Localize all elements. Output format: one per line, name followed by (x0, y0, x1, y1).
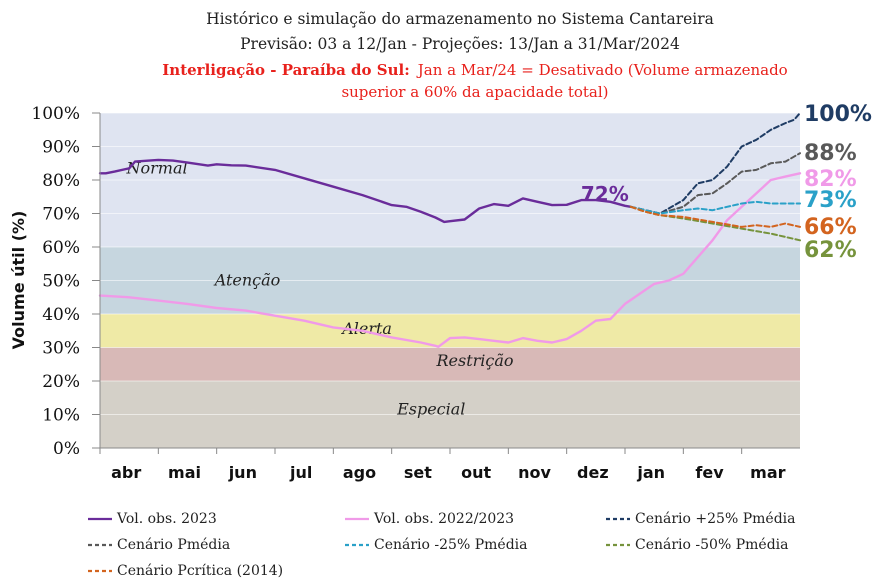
end-label-73%: 73% (804, 188, 857, 213)
annotation-label: 72% (581, 182, 629, 206)
end-label-62%: 62% (804, 238, 857, 263)
legend-label-2: Cenário +25% Pmédia (635, 511, 795, 527)
zone-band-2 (100, 314, 800, 348)
end-label-66%: 66% (804, 215, 857, 240)
y-tick-labels: 0% 10% 20% 30% 40% 50% 60% 70% 80% 90% 100% (31, 104, 100, 459)
annotations: 72% (581, 182, 629, 206)
legend-label-6: Cenário Pcrítica (2014) (117, 563, 283, 579)
y-tick-label: 40% (42, 305, 80, 325)
end-label-82%: 82% (804, 167, 857, 192)
y-tick-label: 100% (31, 104, 80, 124)
gridlines (100, 112, 800, 449)
x-tick-label: out (461, 463, 491, 482)
y-tick-label: 50% (42, 272, 80, 292)
y-tick-label: 70% (42, 205, 80, 225)
y-tick-label: 30% (42, 339, 80, 359)
y-tick-label: 60% (42, 238, 80, 258)
chart-note-line2: superior a 60% da apacidade total) (341, 83, 608, 101)
zone-band-3 (100, 347, 800, 381)
legend-label-0: Vol. obs. 2023 (116, 511, 217, 527)
legend: Vol. obs. 2023 Vol. obs. 2022/2023 Cenário… (88, 511, 795, 579)
chart-note-line1: Interligação - Paraíba do Sul: Jan a Mar/… (162, 61, 787, 79)
y-tick-label: 10% (42, 406, 80, 426)
y-tick-label: 0% (53, 439, 80, 459)
x-tick-labels: abr mai jun jul ago set out nov dez jan fev mar (99, 448, 786, 482)
series-line-6 (629, 205, 801, 228)
end-label-100%: 100% (804, 102, 872, 127)
zone-label-4: Especial (396, 400, 465, 419)
x-tick-label: fev (695, 463, 724, 482)
x-tick-label: jan (636, 463, 665, 482)
legend-label-4: Cenário -25% Pmédia (374, 537, 527, 553)
x-tick-label: abr (111, 463, 141, 482)
legend-label-1: Vol. obs. 2022/2023 (373, 511, 514, 527)
x-tick-label: ago (343, 463, 376, 482)
y-tick-label: 20% (42, 372, 80, 392)
chart-note-bold: Interligação - Paraíba do Sul: (162, 61, 409, 79)
series-line-1 (98, 172, 802, 348)
y-axis-label: Volume útil (%) (9, 211, 28, 350)
y-tick-label: 90% (42, 138, 80, 158)
zone-label-3: Restrição (435, 351, 513, 370)
chart-title: Histórico e simulação do armazenamento n… (206, 10, 714, 28)
end-value-labels: 100% 88%82%73%66%62% (804, 102, 872, 263)
series-line-0 (98, 158, 632, 224)
end-label-88%: 88% (804, 141, 857, 166)
x-tick-label: mai (168, 463, 201, 482)
zone-label-0: Normal (126, 158, 188, 177)
legend-label-5: Cenário -50% Pmédia (635, 537, 788, 553)
y-tick-label: 80% (42, 171, 80, 191)
x-tick-label: mar (750, 463, 785, 482)
series-line-4 (629, 200, 801, 215)
legend-label-3: Cenário Pmédia (117, 537, 230, 553)
x-tick-label: dez (577, 463, 609, 482)
x-tick-label: jul (289, 463, 312, 482)
x-tick-label: set (404, 463, 432, 482)
series-lines (98, 112, 802, 348)
chart-note-rest: Jan a Mar/24 = Desativado (Volume armaze… (416, 61, 788, 79)
zone-label-1: Atenção (213, 271, 281, 290)
chart-subtitle: Previsão: 03 a 12/Jan - Projeções: 13/Ja… (240, 35, 680, 53)
x-tick-label: jun (228, 463, 257, 482)
x-tick-label: nov (518, 463, 551, 482)
